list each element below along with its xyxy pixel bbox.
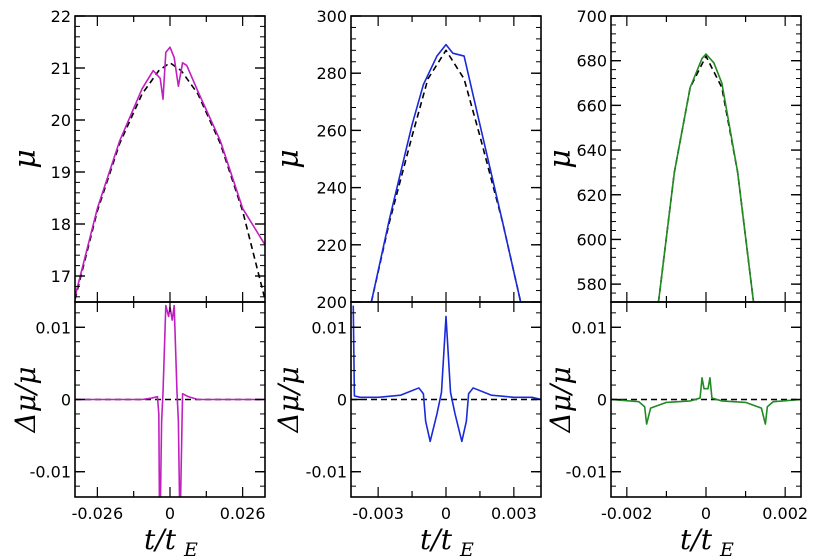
ylabel-residual-right: Δμ/μ: [544, 366, 577, 433]
data-curve-top-left: [75, 46, 265, 297]
ytick-label-bottom-middle: -0.01: [306, 463, 347, 482]
xtick-label-bottom-left: 0: [165, 504, 175, 523]
xlabel-subscript-left: E: [183, 539, 198, 558]
xlabel-right: t/t: [680, 523, 713, 556]
xtick-label-bottom-right: 0.002: [762, 504, 808, 523]
ylabel-magnification-right: μ: [543, 149, 578, 169]
ytick-label-top-right: 600: [576, 230, 607, 249]
xtick-label-bottom-middle: 0: [441, 504, 451, 523]
ylabel-residual-left: Δμ/μ: [9, 366, 42, 433]
xtick-label-bottom-right: -0.002: [601, 504, 653, 523]
ytick-label-top-left: 21: [51, 59, 71, 78]
ytick-label-top-right: 700: [576, 7, 607, 26]
panel-bottom-left: -0.01 0 0.01 -0.026 0 0.026 Δμ/μ t/t E: [9, 301, 266, 558]
ytick-label-top-right: 680: [576, 52, 607, 71]
data-curve-bottom-left: [75, 304, 265, 497]
ytick-label-top-middle: 200: [316, 293, 347, 312]
panel-bottom-right: -0.01 0 0.01 -0.002 0 0.002 Δμ/μ t/t E: [544, 301, 808, 558]
frame-top-left: [74, 15, 266, 303]
ytick-label-top-right: 620: [576, 186, 607, 205]
ylabel-magnification-middle: μ: [271, 149, 306, 169]
ytick-label-top-left: 19: [51, 163, 71, 182]
panel-top-middle: 200 220 240 260 280 300 μ: [271, 7, 542, 312]
ytick-label-top-middle: 280: [316, 64, 347, 83]
xlabel-subscript-middle: E: [459, 539, 474, 558]
xlabel-middle: t/t: [420, 523, 453, 556]
panel-top-left: 17 18 19 20 21 22 μ: [8, 7, 266, 303]
ytick-label-bottom-left: -0.01: [30, 463, 71, 482]
ytick-label-bottom-right: 0.01: [571, 318, 607, 337]
xtick-label-bottom-middle: 0.003: [491, 504, 537, 523]
data-curve-top-right: [657, 53, 755, 302]
ytick-label-top-middle: 220: [316, 236, 347, 255]
xtick-label-bottom-left: 0.026: [220, 504, 266, 523]
ytick-label-top-left: 22: [51, 7, 71, 26]
xlabel-subscript-right: E: [719, 539, 734, 558]
xtick-label-bottom-right: 0: [701, 504, 711, 523]
model-curve-top-left: [75, 61, 265, 300]
ytick-label-top-right: 660: [576, 96, 607, 115]
data-curve-top-middle: [370, 43, 522, 302]
ytick-label-top-right: 640: [576, 141, 607, 160]
ytick-label-top-left: 18: [51, 215, 71, 234]
ytick-label-bottom-middle: 0.01: [311, 318, 347, 337]
xtick-label-bottom-left: -0.026: [72, 504, 124, 523]
ylabel-magnification-left: μ: [8, 149, 43, 169]
ytick-label-bottom-left: 0.01: [35, 318, 71, 337]
ytick-label-top-middle: 300: [316, 7, 347, 26]
data-curve-bottom-middle: [352, 305, 541, 443]
panel-top-right: 580 600 620 640 660 680 700 μ: [543, 7, 802, 303]
data-curve-bottom-right: [611, 377, 801, 425]
ytick-label-top-left: 20: [51, 111, 71, 130]
ytick-label-bottom-right: -0.01: [566, 463, 607, 482]
panel-bottom-middle: -0.01 0 0.01 -0.003 0 0.003 Δμ/μ t/t E: [272, 301, 542, 558]
ylabel-residual-middle: Δμ/μ: [272, 366, 305, 433]
frame-top-middle: [350, 15, 542, 303]
ytick-label-top-middle: 260: [316, 121, 347, 140]
frame-top-right: [610, 15, 802, 303]
ytick-label-bottom-middle: 0: [337, 391, 347, 410]
xtick-label-bottom-middle: -0.003: [352, 504, 404, 523]
ytick-label-top-middle: 240: [316, 179, 347, 198]
ytick-label-bottom-right: 0: [597, 391, 607, 410]
ytick-label-bottom-left: 0: [61, 391, 71, 410]
xlabel-left: t/t: [144, 523, 177, 556]
ytick-label-top-right: 580: [576, 275, 607, 294]
model-curve-top-middle: [370, 49, 522, 302]
ytick-label-top-left: 17: [51, 267, 71, 286]
